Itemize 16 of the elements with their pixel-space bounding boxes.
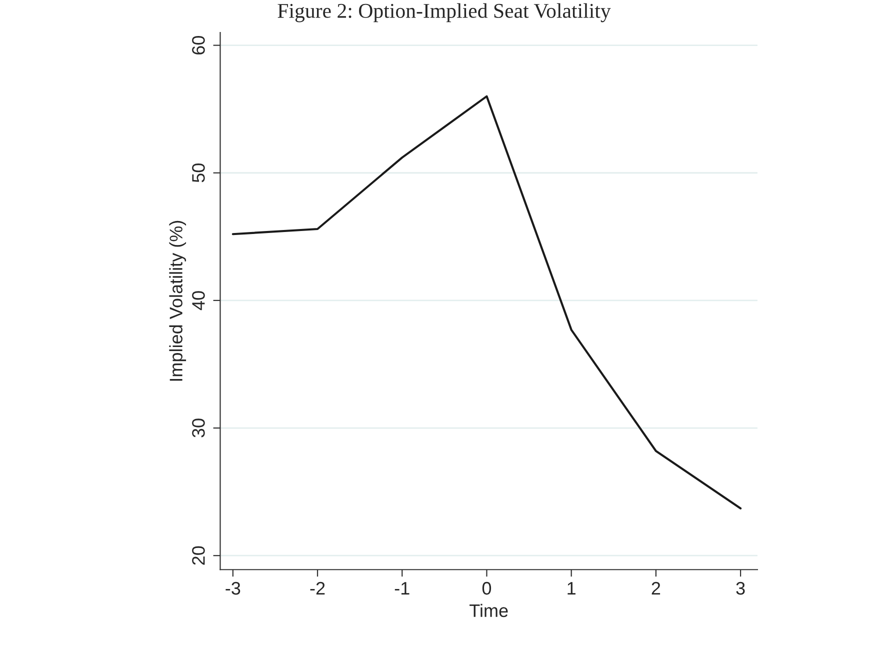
y-axis-title: Implied Volatility (%) [169, 220, 186, 381]
chart-title: Figure 2: Option-Implied Seat Volatility [278, 3, 611, 22]
x-tick-label: -1 [394, 582, 410, 595]
x-tick-label: 1 [568, 582, 576, 595]
x-tick-label: -2 [310, 582, 325, 595]
x-tick-label: -3 [226, 582, 240, 595]
y-tick-label: 20 [192, 546, 205, 565]
x-tick-label: 0 [482, 582, 492, 595]
line-series [232, 95, 742, 510]
x-tick-label: 3 [736, 582, 745, 595]
x-tick-label: 2 [652, 582, 660, 595]
y-tick-label: 40 [192, 291, 205, 310]
y-tick-label: 50 [192, 164, 205, 182]
x-axis-title: Time [470, 604, 508, 618]
y-tick-label: 60 [192, 36, 205, 54]
y-tick-label: 30 [192, 418, 205, 438]
